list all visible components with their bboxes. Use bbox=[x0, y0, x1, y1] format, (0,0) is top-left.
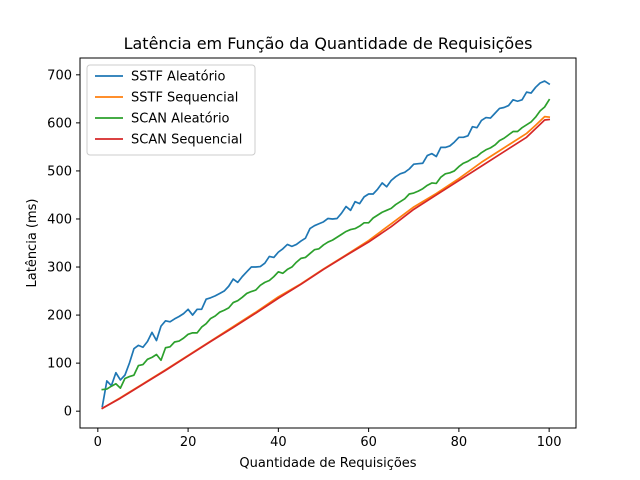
x-tick-label: 100 bbox=[537, 435, 562, 450]
legend-label-scan-aleatorio: SCAN Aleatório bbox=[131, 112, 230, 127]
y-tick-label: 300 bbox=[47, 261, 72, 276]
legend: SSTF Aleatório SSTF Sequencial SCAN Aleató… bbox=[86, 64, 256, 156]
x-tick-label: 40 bbox=[270, 435, 287, 450]
y-tick-label: 600 bbox=[47, 116, 72, 131]
legend-label-sstf-aleatorio: SSTF Aleatório bbox=[131, 70, 226, 85]
x-tick-label: 80 bbox=[451, 435, 468, 450]
legend-label-sstf-sequencial: SSTF Sequencial bbox=[131, 91, 238, 106]
legend-box bbox=[86, 64, 256, 156]
series-line-scan-sequencial bbox=[101, 118, 551, 410]
chart-title: Latência em Função da Quantidade de Requ… bbox=[124, 34, 533, 53]
plot-frame bbox=[79, 57, 577, 429]
y-axis-label: Latência (ms) bbox=[25, 199, 40, 288]
y-tick-label: 700 bbox=[47, 68, 72, 83]
y-tick-label: 200 bbox=[47, 309, 72, 324]
x-tick-label: 0 bbox=[94, 435, 102, 450]
y-tick-label: 500 bbox=[47, 164, 72, 179]
ticks-layer: 0 20 40 60 80 100 0 100 200 300 400 500 600 700 bbox=[47, 68, 561, 450]
x-axis-label: Quantidade de Requisições bbox=[239, 456, 416, 471]
y-tick-label: 100 bbox=[47, 357, 72, 372]
y-tick-label: 400 bbox=[47, 212, 72, 227]
series-line-scan-aleatorio bbox=[101, 98, 551, 391]
x-tick-label: 20 bbox=[180, 435, 197, 450]
series-layer bbox=[101, 80, 551, 410]
series-line-sstf-aleatorio bbox=[101, 80, 551, 408]
x-tick-label: 60 bbox=[360, 435, 377, 450]
y-tick-label: 0 bbox=[64, 405, 72, 420]
legend-label-scan-sequencial: SCAN Sequencial bbox=[131, 133, 242, 148]
